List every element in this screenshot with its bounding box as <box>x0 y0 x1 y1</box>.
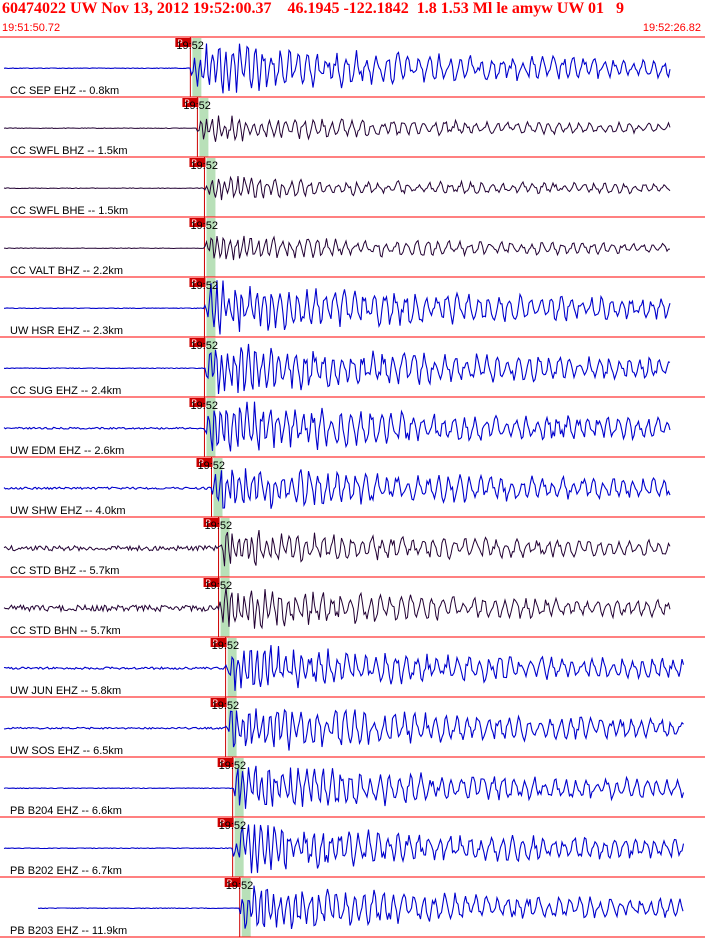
pick-flag-label: P <box>199 459 204 468</box>
pick-window <box>199 98 209 157</box>
waveform-trace <box>3 468 671 509</box>
station-label: PB B204 EHZ -- 6.6km <box>10 805 122 817</box>
time-tick-label: 19:52 <box>212 640 240 652</box>
pick-window <box>192 38 202 97</box>
pick-flag <box>217 758 234 767</box>
pick-window <box>206 278 216 337</box>
pick-flag-label: P <box>191 279 196 288</box>
pick-flag <box>189 398 206 407</box>
waveform-trace <box>37 885 684 930</box>
pick-flag <box>210 698 227 707</box>
pick-flag-label: P <box>191 339 196 348</box>
pick-flag-label: P <box>213 639 218 648</box>
waveform-trace <box>3 43 671 94</box>
waveform-trace <box>3 280 671 335</box>
time-tick-label: 19:52 <box>212 700 240 712</box>
time-tick-label: 19:52 <box>219 820 247 832</box>
station-label: UW SOS EHZ -- 6.5km <box>10 745 123 757</box>
waveform-trace <box>3 530 671 567</box>
waveform-trace <box>3 645 685 691</box>
time-tick-label: 19:52 <box>190 400 218 412</box>
pick-flag-label: P <box>177 39 182 48</box>
pick-flag <box>189 278 206 287</box>
pick-flag <box>189 158 206 167</box>
pick-flag-label: P <box>206 519 211 528</box>
waveform-trace <box>3 235 670 261</box>
waveform-trace <box>3 115 671 142</box>
time-tick-label: 19:52 <box>190 280 218 292</box>
waveform-trace <box>3 765 685 809</box>
waveform-trace <box>3 587 671 630</box>
pick-window <box>206 338 216 397</box>
pick-flag <box>224 878 241 887</box>
pick-flag <box>210 638 227 647</box>
waveform-trace <box>3 401 671 452</box>
pick-flag <box>196 458 213 467</box>
event-header: 60474022 UW Nov 13, 2012 19:52:00.37 46.… <box>2 0 625 17</box>
time-tick-label: 19:52 <box>190 160 218 172</box>
station-label: UW SHW EHZ -- 4.0km <box>10 505 126 517</box>
time-tick-label: 19:52 <box>205 580 233 592</box>
time-tick-label: 19:52 <box>190 340 218 352</box>
pick-flag <box>182 98 199 107</box>
station-label: CC SEP EHZ -- 0.8km <box>10 85 119 97</box>
pick-flag-label: P <box>206 579 211 588</box>
pick-flag-label: P <box>220 759 225 768</box>
waveform-trace <box>3 175 671 201</box>
time-tick-label: 19:52 <box>226 880 254 892</box>
waveform-trace <box>3 708 684 751</box>
time-tick-label: 19:52 <box>198 460 226 472</box>
pick-flag <box>189 338 206 347</box>
pick-flag-label: P <box>191 159 196 168</box>
pick-window <box>241 878 251 937</box>
waveform-trace <box>3 824 685 874</box>
station-label: PB B203 EHZ -- 11.9km <box>10 925 127 937</box>
pick-window <box>227 638 237 697</box>
pick-window <box>234 818 244 877</box>
station-label: PB B202 EHZ -- 6.7km <box>10 865 122 877</box>
pick-window <box>213 458 223 517</box>
time-tick-label: 19:52 <box>176 40 204 52</box>
pick-flag-label: P <box>227 879 232 888</box>
pick-flag <box>203 578 220 587</box>
pick-window <box>206 218 216 277</box>
station-label: CC STD BHN -- 5.7km <box>10 625 121 637</box>
station-label: CC SWFL BHZ -- 1.5km <box>10 145 128 157</box>
start-time-label: 19:51:50.72 <box>2 22 61 34</box>
pick-flag-label: P <box>213 699 218 708</box>
station-label: UW EDM EHZ -- 2.6km <box>10 445 124 457</box>
time-tick-label: 19:52 <box>190 220 218 232</box>
pick-window <box>206 398 216 457</box>
station-label: UW HSR EHZ -- 2.3km <box>10 325 123 337</box>
time-tick-label: 19:52 <box>219 760 247 772</box>
pick-flag-label: P <box>191 399 196 408</box>
station-label: UW JUN EHZ -- 5.8km <box>10 685 121 697</box>
station-label: CC SUG EHZ -- 2.4km <box>10 385 121 397</box>
pick-flag-label: P <box>220 819 225 828</box>
pick-window <box>227 698 237 757</box>
station-label: CC SWFL BHE -- 1.5km <box>10 205 128 217</box>
pick-flag-label: P <box>191 219 196 228</box>
time-tick-label: 19:52 <box>205 520 233 532</box>
station-label: CC STD BHZ -- 5.7km <box>10 565 119 577</box>
station-label: CC VALT BHZ -- 2.2km <box>10 265 123 277</box>
end-time-label: 19:52:26.82 <box>642 22 701 34</box>
pick-flag <box>189 218 206 227</box>
waveform-trace <box>3 343 671 395</box>
time-tick-label: 19:52 <box>183 100 211 112</box>
pick-flag <box>175 38 192 47</box>
pick-flag <box>203 518 220 527</box>
pick-window <box>220 578 230 637</box>
pick-flag <box>217 818 234 827</box>
pick-flag-label: P <box>184 99 189 108</box>
